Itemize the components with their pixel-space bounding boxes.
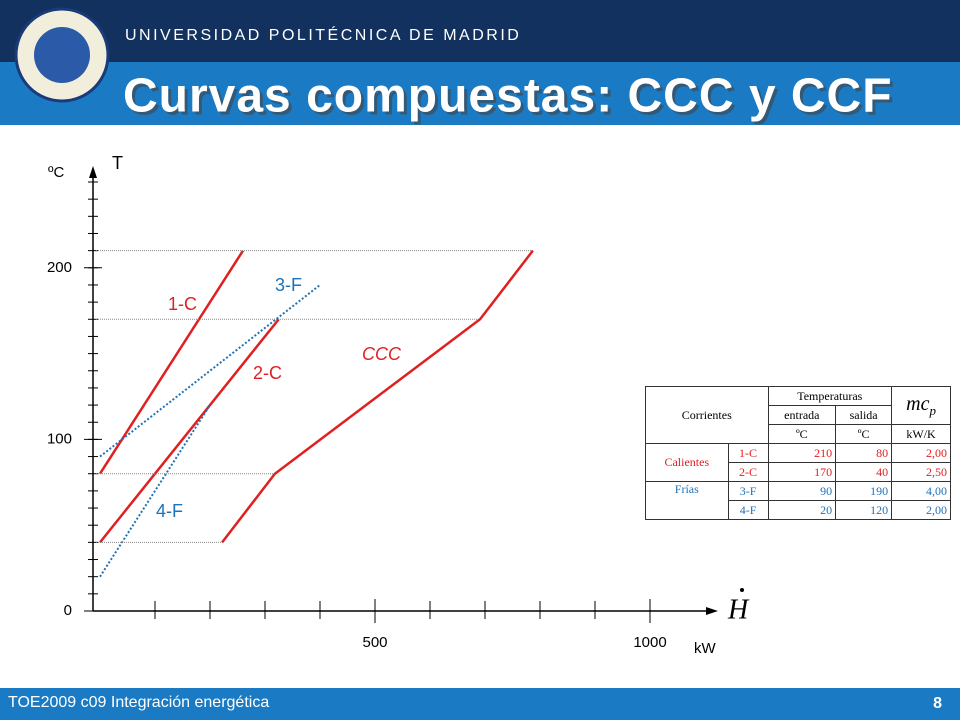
- mcp-sub: p: [929, 402, 936, 418]
- table-body: Calientes 1-C 210 80 2,00 2-C 170 40 2,50 Frías 3-…: [645, 443, 951, 520]
- cell: 4-F: [727, 500, 769, 520]
- cell: Frías: [645, 481, 729, 520]
- logo-inner: [34, 27, 90, 83]
- x-unit: kW: [694, 640, 717, 657]
- data-table: Corrientes Temperaturas mcp entrada salid…: [645, 386, 951, 520]
- series-label: 4-F: [156, 501, 183, 521]
- table-row: 4-F 20 120 2,00: [646, 500, 951, 520]
- y-label: T: [112, 153, 123, 173]
- table-row: Calientes 1-C 210 80 2,00: [645, 443, 951, 482]
- title-shadow: Curvas compuestas: CCC y CCF: [126, 73, 896, 126]
- y-tick-label: 0: [64, 602, 72, 619]
- footer-course: TOE2009 c09 Integración energética: [8, 694, 269, 711]
- mcp: mc: [906, 392, 930, 415]
- cell: 3-F: [727, 481, 769, 501]
- cell: 2-C: [727, 462, 769, 482]
- x-tick-label: 1000: [633, 634, 666, 651]
- series-label: 1-C: [168, 294, 197, 314]
- table-row: Frías 3-F 90 190 4,00: [645, 481, 951, 520]
- y-tick-label: 100: [47, 430, 72, 447]
- cell: salida: [835, 405, 893, 425]
- x-symbol-dot: [740, 588, 744, 592]
- cell: kW/K: [891, 424, 951, 444]
- title: Curvas compuestas: CCC y CCF: [123, 70, 893, 123]
- series-line: [98, 249, 245, 475]
- series-line: [221, 249, 534, 544]
- cell: 90: [767, 481, 837, 501]
- cell: 1-C: [727, 443, 769, 463]
- series-label: 2-C: [253, 363, 282, 383]
- cell: Calientes: [645, 443, 729, 482]
- cell: 80: [835, 443, 893, 463]
- cell: 210: [767, 443, 837, 463]
- series-line: [99, 284, 321, 458]
- page-number: 8: [933, 695, 942, 712]
- cell: 170: [767, 462, 837, 482]
- y-arrow: [89, 166, 97, 178]
- cell: ºC: [767, 424, 837, 444]
- table-row: 2-C 170 40 2,50: [646, 462, 951, 482]
- series-label: CCC: [362, 344, 402, 364]
- header-bar: [0, 0, 960, 62]
- y-tick-label: 200: [47, 259, 72, 276]
- cell: 2,00: [891, 500, 951, 520]
- footer-bar: [0, 688, 960, 720]
- cell: Temperaturas: [767, 386, 893, 406]
- x-arrow: [706, 607, 718, 615]
- plot: 0 100 200 500 1000 ºC TkW H 1-C 2-C 3-F 4-F CCC: [47, 153, 750, 657]
- cell: 20: [767, 500, 837, 520]
- x-symbol: H: [727, 594, 750, 625]
- title-band: [0, 62, 960, 125]
- series-line: [99, 318, 280, 544]
- y-unit: ºC: [48, 164, 64, 181]
- cell: 40: [835, 462, 893, 482]
- university: UNIVERSIDAD POLITÉCNICA DE MADRID: [125, 25, 521, 44]
- cell: 190: [835, 481, 893, 501]
- cell: 120: [835, 500, 893, 520]
- series-label: 3-F: [275, 275, 302, 295]
- cell: 4,00: [891, 481, 951, 501]
- cell: Corrientes: [645, 386, 769, 444]
- x-tick-label: 500: [362, 634, 387, 651]
- cell: mcp: [891, 386, 951, 425]
- cell: 2,50: [891, 462, 951, 482]
- series-line: [99, 404, 211, 578]
- cell: 2,00: [891, 443, 951, 463]
- cell: ºC: [835, 424, 893, 444]
- cell: entrada: [767, 405, 837, 425]
